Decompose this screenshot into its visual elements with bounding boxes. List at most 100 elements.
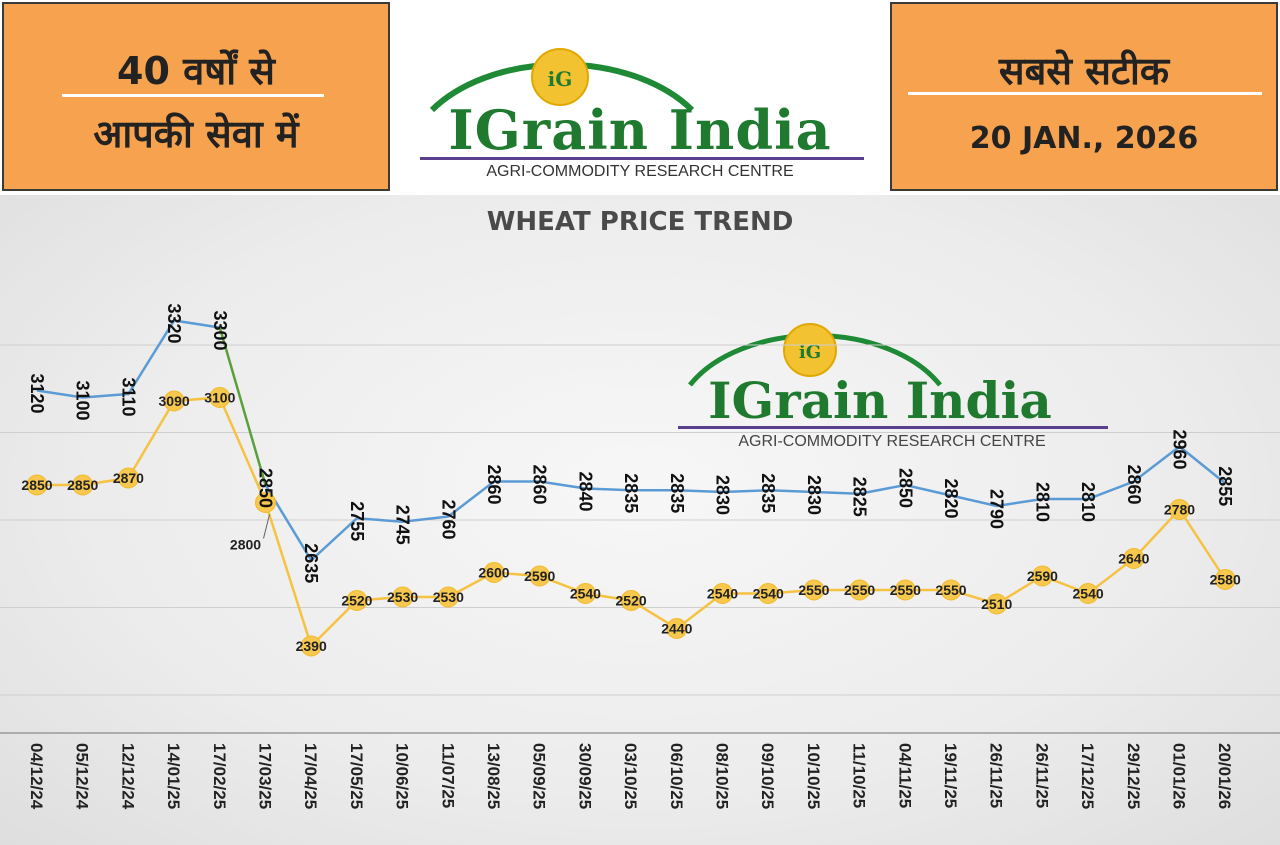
header-left-panel: 40 वर्षों से आपकी सेवा में [2, 2, 390, 191]
point-marker-lower [163, 390, 185, 412]
series-line-upper [36, 319, 220, 399]
data-label-lower: 2800 [230, 537, 261, 553]
data-label-upper: 2635 [301, 543, 321, 583]
logo-brand: IGrain India [448, 98, 832, 162]
x-tick-label: 13/08/25 [484, 743, 503, 809]
x-tick-label: 14/01/25 [164, 743, 183, 809]
x-tick-label: 05/09/25 [530, 743, 549, 809]
data-label-upper: 2830 [804, 475, 824, 515]
data-label-lower: 2590 [1027, 568, 1058, 584]
x-tick-label: 29/12/25 [1124, 743, 1143, 809]
point-marker-lower [300, 635, 322, 657]
data-label-lower: 2520 [616, 593, 647, 609]
point-marker-lower [712, 583, 733, 604]
data-label-lower: 2550 [935, 582, 966, 598]
header-right-panel: सबसे सटीक 20 JAN., 2026 [890, 2, 1278, 191]
watermark-underline [678, 426, 1108, 429]
data-label-upper: 2850 [895, 468, 915, 508]
x-tick-label: 10/06/25 [393, 743, 412, 809]
tagline-accurate: सबसे सटीक [998, 49, 1170, 93]
data-label-lower: 2850 [21, 477, 52, 493]
x-tick-label: 26/11/25 [987, 743, 1006, 808]
x-tick-label: 17/04/25 [301, 743, 320, 809]
point-marker-lower [1214, 569, 1236, 590]
data-label-lower: 2550 [798, 582, 829, 598]
data-label-upper: 2745 [393, 505, 413, 545]
data-label-lower: 2440 [661, 621, 692, 637]
point-marker-lower [255, 492, 276, 513]
data-label-upper: 3110 [118, 377, 138, 416]
point-marker-lower [1169, 499, 1190, 520]
x-tick-label: 08/10/25 [713, 743, 732, 809]
report-date: 20 JAN., 2026 [969, 121, 1199, 156]
data-label-lower: 2600 [478, 565, 509, 581]
data-label-upper: 2810 [1078, 482, 1098, 522]
point-marker-lower [117, 467, 139, 489]
data-label-lower: 2550 [890, 582, 921, 598]
x-tick-label: 30/09/25 [575, 743, 594, 809]
label-leader [263, 514, 270, 539]
data-label-upper: 2835 [758, 473, 778, 513]
point-marker-lower [392, 586, 414, 608]
data-label-lower: 2850 [67, 477, 98, 493]
logo-underline [420, 157, 864, 160]
data-label-upper: 2835 [621, 473, 641, 513]
x-tick-label: 17/05/25 [347, 743, 366, 809]
tagline-divider [62, 94, 324, 97]
data-label-lower: 2390 [296, 638, 327, 654]
data-label-lower: 2590 [524, 568, 555, 584]
x-tick-label: 11/07/25 [438, 743, 457, 808]
point-marker-lower [209, 387, 231, 408]
x-tick-label: 04/12/24 [27, 743, 46, 810]
data-label-upper: 3320 [164, 303, 184, 343]
point-marker-lower [72, 474, 94, 496]
point-marker-lower [437, 586, 459, 608]
data-label-upper: 2755 [347, 501, 367, 541]
data-label-lower: 2540 [753, 586, 784, 602]
chart-title: WHEAT PRICE TREND [486, 207, 794, 237]
header-banner: 40 वर्षों से आपकी सेवा में iG IGrain Ind… [0, 0, 1280, 195]
point-marker-lower [529, 565, 551, 587]
data-label-upper: 2855 [1215, 466, 1235, 506]
tagline-years: 40 वर्षों से [117, 49, 275, 93]
data-label-upper: 2830 [713, 475, 733, 515]
header-logo: iG IGrain India AGRI-COMMODITY RESEARCH … [392, 2, 888, 191]
series-line-upper-segment [218, 327, 267, 486]
data-label-lower: 2530 [387, 589, 418, 605]
data-label-lower: 2530 [433, 589, 464, 605]
x-tick-label: 09/10/25 [758, 743, 777, 809]
data-label-upper: 2790 [987, 489, 1007, 529]
point-marker-lower [894, 579, 916, 601]
logo-subtitle: AGRI-COMMODITY RESEARCH CENTRE [486, 163, 794, 180]
data-label-lower: 2780 [1164, 502, 1195, 518]
watermark-logo: iG IGrain India AGRI-COMMODITY RESEARCH … [678, 323, 1108, 450]
x-tick-label: 20/01/26 [1215, 743, 1234, 809]
date-divider [908, 92, 1262, 95]
point-marker-lower [986, 593, 1008, 615]
point-marker-lower [849, 579, 871, 601]
point-marker-lower [574, 583, 596, 604]
data-label-upper: 2850 [256, 468, 276, 508]
x-tick-label: 10/10/25 [804, 743, 823, 809]
data-label-lower: 3090 [159, 393, 190, 409]
x-tick-label: 17/03/25 [256, 743, 275, 809]
data-label-upper: 3100 [73, 380, 93, 420]
watermark-badge-icon [783, 323, 837, 377]
x-tick-label: 06/10/25 [667, 743, 686, 809]
data-label-upper: 2840 [575, 471, 595, 511]
point-marker-lower [346, 590, 368, 611]
logo-badge-text: iG [548, 67, 573, 91]
data-label-lower: 2540 [570, 586, 601, 602]
series-line-upper [264, 444, 1226, 563]
point-marker-lower [483, 562, 505, 583]
point-marker-lower [666, 618, 688, 639]
x-tick-label: 03/10/25 [621, 743, 640, 809]
point-marker-lower [1123, 548, 1145, 569]
x-tick-label: 04/11/25 [895, 743, 914, 808]
point-marker-lower [803, 579, 825, 601]
data-label-upper: 2760 [438, 499, 458, 539]
data-label-lower: 2640 [1118, 551, 1149, 567]
point-marker-lower [1031, 565, 1053, 587]
data-label-lower: 2870 [113, 470, 144, 486]
data-label-upper: 2810 [1032, 482, 1052, 522]
